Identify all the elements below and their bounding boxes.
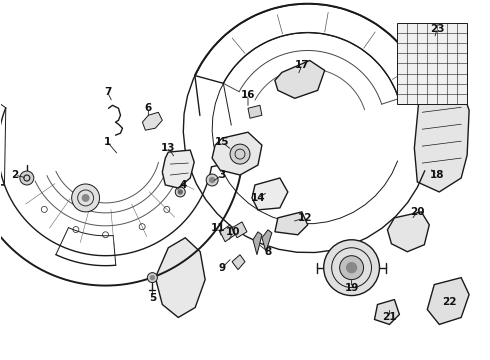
- Polygon shape: [275, 212, 308, 235]
- Text: 3: 3: [219, 170, 226, 180]
- Text: 5: 5: [149, 293, 156, 302]
- Text: 9: 9: [219, 263, 226, 273]
- Polygon shape: [232, 222, 247, 238]
- Text: 23: 23: [430, 24, 444, 33]
- Circle shape: [150, 276, 154, 280]
- Text: 21: 21: [382, 312, 397, 323]
- Polygon shape: [248, 105, 262, 118]
- Circle shape: [346, 263, 357, 273]
- Bar: [397, 23, 467, 104]
- Circle shape: [20, 171, 34, 185]
- Circle shape: [147, 273, 157, 283]
- Circle shape: [340, 256, 364, 280]
- Text: 10: 10: [226, 227, 240, 237]
- Text: 19: 19: [344, 283, 359, 293]
- Text: 2: 2: [11, 170, 19, 180]
- Polygon shape: [155, 238, 205, 318]
- Text: 15: 15: [215, 137, 229, 147]
- Circle shape: [178, 190, 182, 194]
- Text: 7: 7: [104, 87, 111, 97]
- Polygon shape: [232, 255, 245, 270]
- Text: 11: 11: [211, 223, 225, 233]
- Text: 12: 12: [297, 213, 312, 223]
- Polygon shape: [262, 230, 272, 252]
- Polygon shape: [374, 300, 399, 324]
- Circle shape: [324, 240, 379, 296]
- Polygon shape: [275, 60, 325, 98]
- Polygon shape: [252, 178, 288, 210]
- Polygon shape: [388, 212, 429, 252]
- Circle shape: [210, 177, 215, 183]
- Circle shape: [82, 194, 90, 202]
- Polygon shape: [162, 150, 194, 188]
- Polygon shape: [253, 232, 262, 255]
- Polygon shape: [415, 75, 469, 192]
- Polygon shape: [220, 225, 235, 242]
- Text: 22: 22: [442, 297, 457, 306]
- Text: 13: 13: [161, 143, 175, 153]
- Polygon shape: [143, 112, 162, 130]
- Text: 18: 18: [430, 170, 444, 180]
- Polygon shape: [427, 278, 469, 324]
- Text: 20: 20: [410, 207, 424, 217]
- Text: 17: 17: [294, 60, 309, 71]
- Text: 1: 1: [104, 137, 111, 147]
- Text: 6: 6: [145, 103, 152, 113]
- Circle shape: [206, 174, 218, 186]
- Text: 8: 8: [264, 247, 271, 257]
- Circle shape: [175, 187, 185, 197]
- Circle shape: [230, 144, 250, 164]
- Text: 4: 4: [179, 180, 187, 190]
- Polygon shape: [212, 132, 262, 175]
- Text: 14: 14: [251, 193, 265, 203]
- Circle shape: [72, 184, 99, 212]
- Text: 16: 16: [241, 90, 255, 100]
